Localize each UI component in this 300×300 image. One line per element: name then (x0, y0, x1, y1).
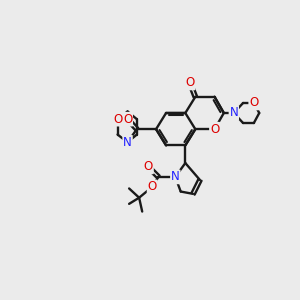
Text: O: O (123, 113, 132, 126)
Text: O: O (148, 180, 157, 194)
Text: O: O (144, 160, 153, 173)
Text: O: O (113, 113, 122, 126)
Text: N: N (123, 136, 132, 149)
Text: O: O (210, 123, 219, 136)
Text: N: N (230, 106, 238, 119)
Text: O: O (185, 76, 195, 89)
Text: N: N (171, 170, 180, 183)
Text: O: O (249, 97, 259, 110)
